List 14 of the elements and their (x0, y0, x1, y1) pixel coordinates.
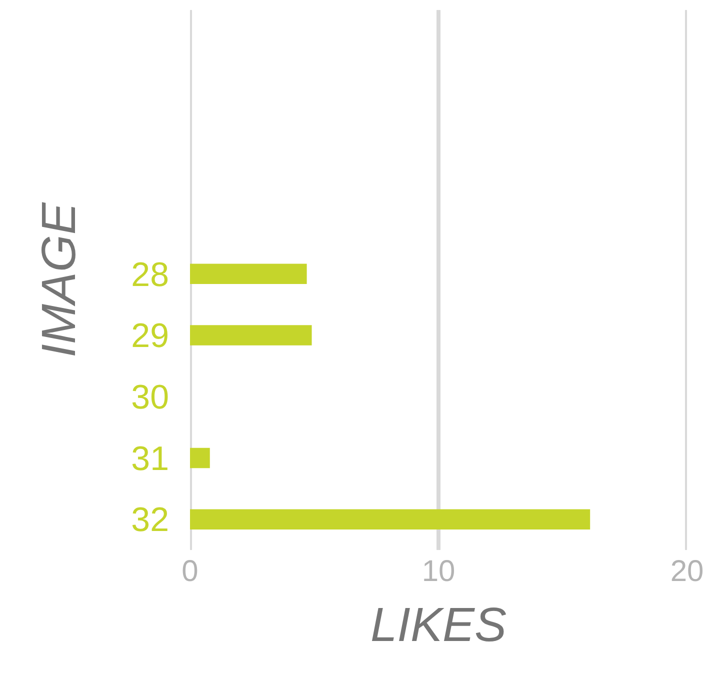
bar (190, 325, 312, 346)
x-tick-label: 10 (422, 555, 456, 588)
y-tick-label: 31 (131, 440, 169, 478)
bar (190, 264, 307, 284)
bar (190, 448, 210, 468)
y-tick-label: 30 (131, 378, 169, 416)
x-tick-label: 20 (670, 555, 704, 588)
y-tick-label: 28 (131, 256, 169, 294)
x-tick-label: 0 (182, 555, 198, 588)
y-tick-label: 29 (131, 317, 169, 356)
y-axis-title: IMAGE (32, 202, 86, 358)
x-axis-title: LIKES (370, 599, 507, 652)
y-tick-label: 32 (131, 501, 169, 540)
bar (190, 509, 590, 530)
